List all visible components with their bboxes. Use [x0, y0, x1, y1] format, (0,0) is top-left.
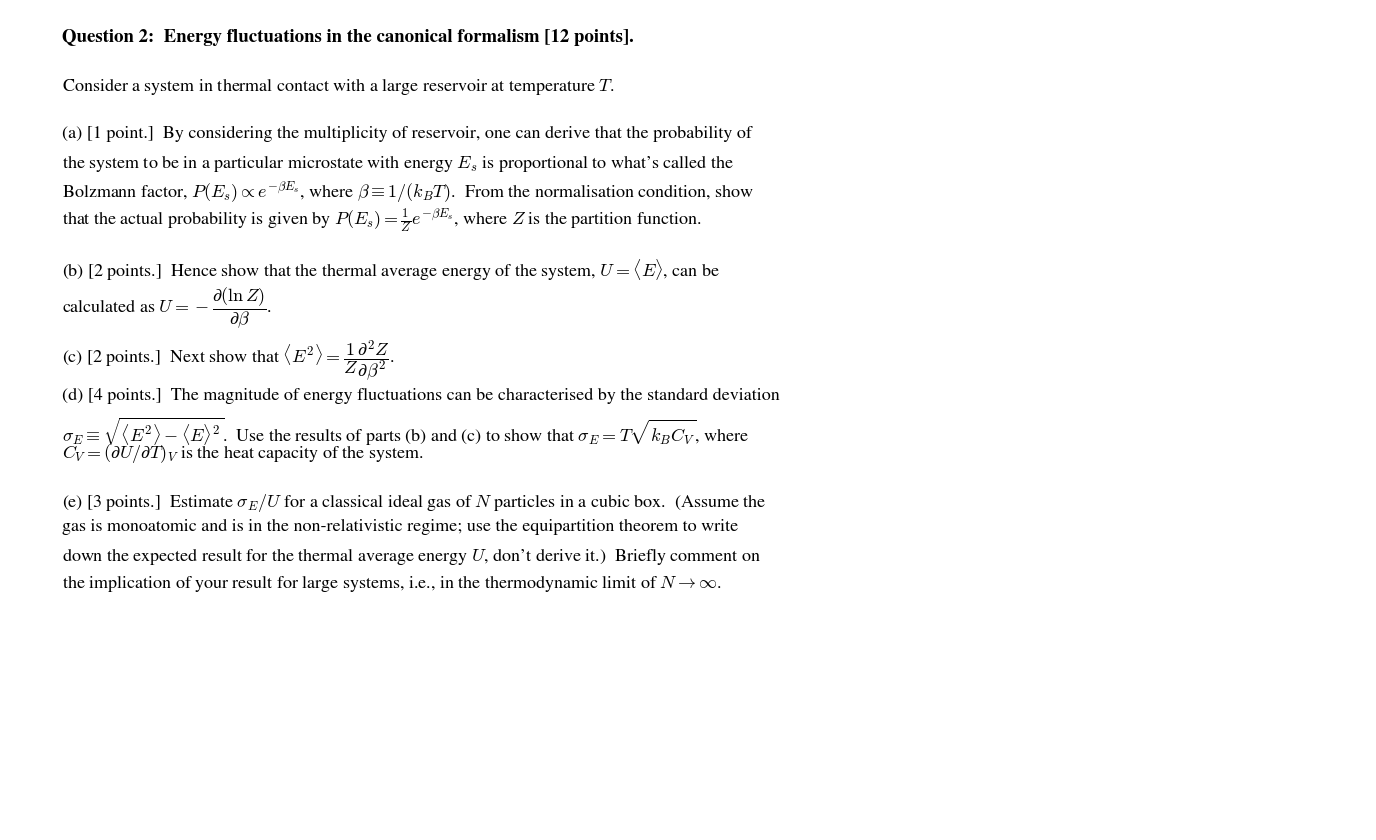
Text: the system to be in a particular microstate with energy $E_s$ is proportional to: the system to be in a particular microst… [62, 153, 733, 174]
Text: down the expected result for the thermal average energy $U$, don’t derive it.)  : down the expected result for the thermal… [62, 546, 761, 567]
Text: the implication of your result for large systems, i.e., in the thermodynamic lim: the implication of your result for large… [62, 573, 722, 594]
Text: (e) [3 points.]  Estimate $\sigma_E/U$ for a classical ideal gas of $N$ particle: (e) [3 points.] Estimate $\sigma_E/U$ fo… [62, 492, 766, 514]
Text: (d) [4 points.]  The magnitude of energy fluctuations can be characterised by th: (d) [4 points.] The magnitude of energy … [62, 388, 780, 404]
Text: calculated as $U = -\dfrac{\partial(\ln Z)}{\partial \beta}$.: calculated as $U = -\dfrac{\partial(\ln … [62, 286, 272, 331]
Text: $\sigma_E \equiv \sqrt{\langle E^2 \rangle - \langle E \rangle^2}$.  Use the res: $\sigma_E \equiv \sqrt{\langle E^2 \rang… [62, 415, 749, 448]
Text: Question 2:  Energy fluctuations in the canonical formalism [12 points].: Question 2: Energy fluctuations in the c… [62, 29, 634, 46]
Text: that the actual probability is given by $P(E_s) = \frac{1}{Z}e^{-\beta E_s}$, wh: that the actual probability is given by … [62, 207, 702, 234]
Text: Consider a system in thermal contact with a large reservoir at temperature $T$.: Consider a system in thermal contact wit… [62, 76, 615, 97]
Text: Bolzmann factor, $P(E_s) \propto e^{-\beta E_s}$, where $\beta \equiv 1/(k_BT)$.: Bolzmann factor, $P(E_s) \propto e^{-\be… [62, 180, 754, 205]
Text: $C_V = (\partial U/\partial T)_V$ is the heat capacity of the system.: $C_V = (\partial U/\partial T)_V$ is the… [62, 442, 424, 465]
Text: (b) [2 points.]  Hence show that the thermal average energy of the system, $U = : (b) [2 points.] Hence show that the ther… [62, 257, 720, 282]
Text: (c) [2 points.]  Next show that $\langle E^2 \rangle = \dfrac{1}{Z}\dfrac{\parti: (c) [2 points.] Next show that $\langle … [62, 338, 395, 383]
Text: (a) [1 point.]  By considering the multiplicity of reservoir, one can derive tha: (a) [1 point.] By considering the multip… [62, 126, 751, 142]
Text: gas is monoatomic and is in the non-relativistic regime; use the equipartition t: gas is monoatomic and is in the non-rela… [62, 519, 738, 535]
